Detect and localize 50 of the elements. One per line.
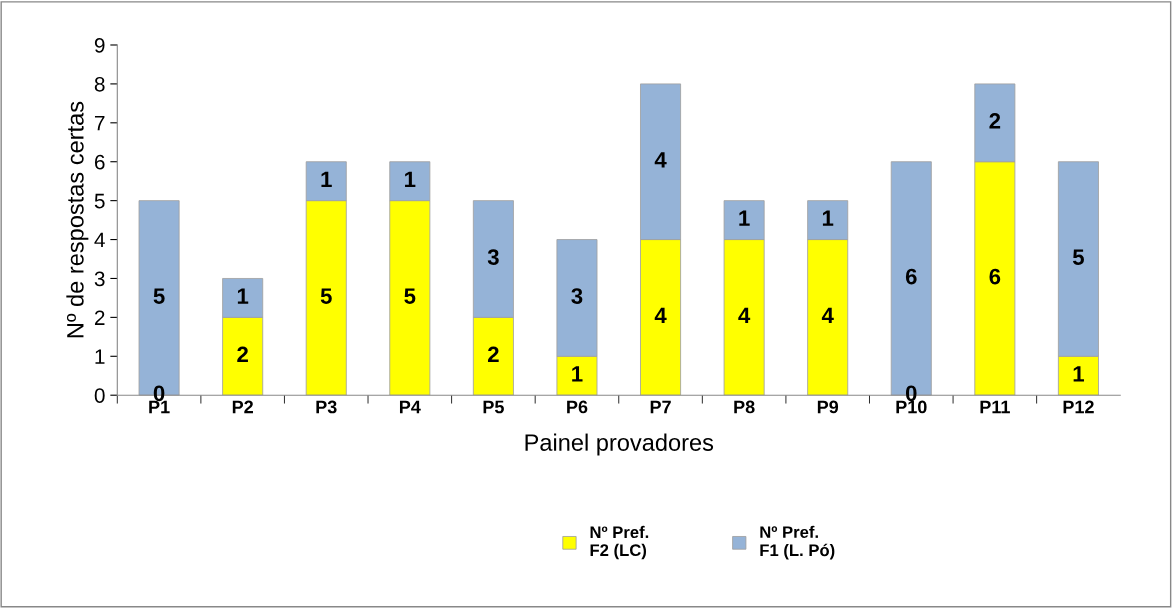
data-label: 2 <box>989 113 1001 129</box>
data-label: 1 <box>822 210 834 226</box>
annotation: 0 <box>905 385 917 402</box>
annotation: 0 <box>153 385 165 402</box>
data-label: 4 <box>821 307 834 324</box>
data-label: 3 <box>571 288 583 304</box>
x-tick-label: P6 <box>567 400 588 414</box>
y-tick-label: 5 <box>94 193 105 209</box>
y-tick-label: 8 <box>94 76 105 92</box>
x-tick-label: P5 <box>483 400 504 414</box>
x-tick-label: P11 <box>980 400 1010 414</box>
data-label: 2 <box>237 346 248 363</box>
x-tick-label: P12 <box>1063 400 1094 414</box>
y-tick-label: 1 <box>95 349 105 364</box>
y-tick-label: 2 <box>94 310 105 325</box>
data-label: 2 <box>487 346 499 363</box>
data-label: 5 <box>1072 249 1084 265</box>
y-tick-label: 4 <box>94 232 105 248</box>
data-label: 4 <box>654 307 667 324</box>
y-tick-label: 9 <box>94 37 105 53</box>
data-label: 6 <box>989 268 1001 285</box>
data-label: 4 <box>654 152 667 168</box>
data-label: 1 <box>237 288 249 304</box>
data-label: 5 <box>153 288 165 304</box>
data-label: 6 <box>905 268 917 285</box>
legend-label: Nº Pref. F1 (L. Pó) <box>760 525 835 560</box>
x-tick-label: P1 <box>149 400 170 414</box>
x-tick-label: P9 <box>817 400 839 414</box>
x-axis-title: Painel provadores <box>525 433 714 456</box>
data-label: 5 <box>404 288 416 304</box>
data-label: 3 <box>487 249 499 265</box>
data-label: 4 <box>738 307 751 324</box>
data-label: 5 <box>320 288 332 304</box>
data-label: 1 <box>405 171 416 187</box>
data-label: 1 <box>1073 366 1084 382</box>
y-tick-label: 0 <box>94 388 105 403</box>
y-tick-label: 3 <box>94 271 105 287</box>
x-tick-label: P8 <box>734 400 755 414</box>
data-label: 1 <box>321 171 332 187</box>
y-tick-label: 6 <box>94 154 105 170</box>
data-label: 1 <box>572 366 583 382</box>
y-axis-title: Nº de respostas certas <box>66 101 89 338</box>
y-tick-label: 7 <box>94 116 105 131</box>
x-tick-label: P10 <box>896 400 927 414</box>
legend-label: Nº Pref. F2 (LC) <box>590 525 649 560</box>
x-tick-label: P2 <box>232 400 253 414</box>
x-tick-label: P7 <box>650 400 671 414</box>
x-tick-label: P3 <box>316 400 337 414</box>
x-tick-label: P4 <box>399 400 421 414</box>
data-label: 1 <box>739 210 750 226</box>
